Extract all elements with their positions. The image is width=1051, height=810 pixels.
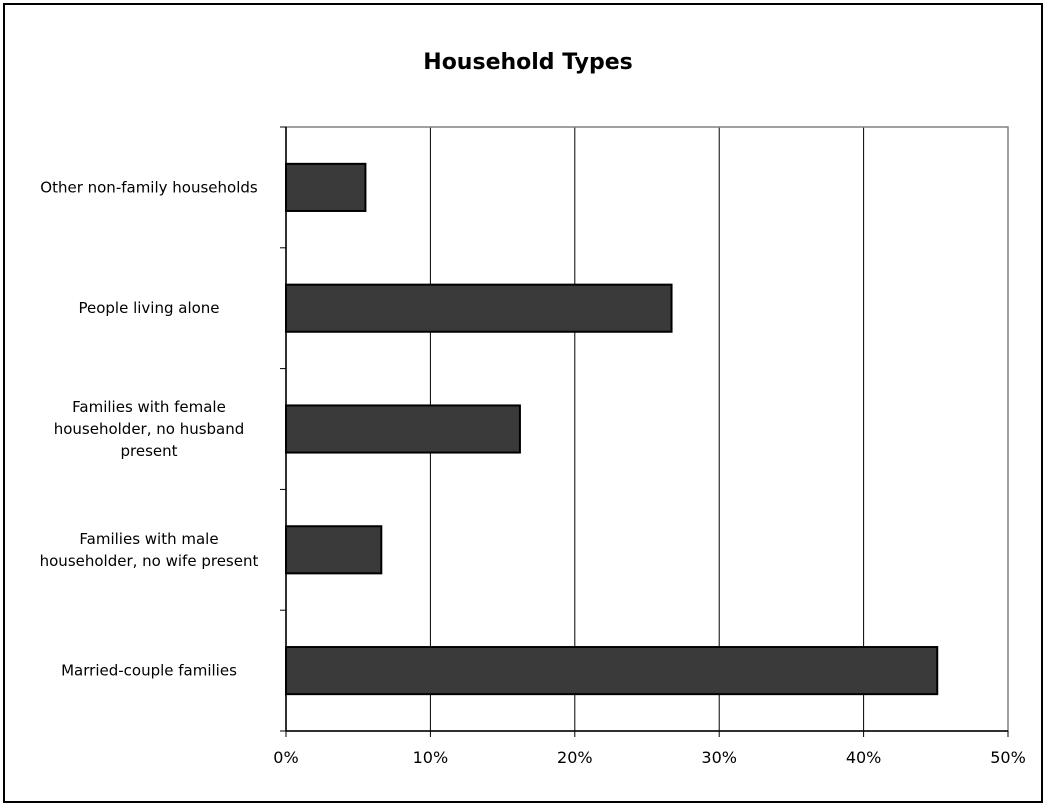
x-tick-label: 50% xyxy=(990,748,1026,767)
chart-frame: Household Types 0% 10% 20% 30% 40% 50% Marrie… xyxy=(3,3,1043,803)
bar xyxy=(285,646,939,696)
category-labels: Married-couple families Families with mal… xyxy=(40,178,259,679)
x-tick-label: 40% xyxy=(846,748,882,767)
category-label: Other non-family households xyxy=(40,178,258,196)
household-types-chart: Household Types 0% 10% 20% 30% 40% 50% Marrie… xyxy=(40,50,1026,767)
category-label: Families with male householder, no wife p… xyxy=(40,530,259,570)
axes xyxy=(280,126,1009,737)
bar xyxy=(285,283,673,333)
x-tick-label: 0% xyxy=(273,748,298,767)
bar xyxy=(285,404,521,454)
category-label: Families with female householder, no husb… xyxy=(54,398,245,460)
bars xyxy=(285,162,939,696)
chart-title: Household Types xyxy=(423,50,632,75)
x-tick-label: 10% xyxy=(413,748,449,767)
x-tick-label: 20% xyxy=(557,748,593,767)
category-label: People living alone xyxy=(78,299,219,317)
category-label: Married-couple families xyxy=(61,662,237,680)
x-tick-label: 30% xyxy=(701,748,737,767)
bar xyxy=(285,162,367,212)
x-tick-labels: 0% 10% 20% 30% 40% 50% xyxy=(273,748,1025,767)
bar xyxy=(285,525,383,575)
